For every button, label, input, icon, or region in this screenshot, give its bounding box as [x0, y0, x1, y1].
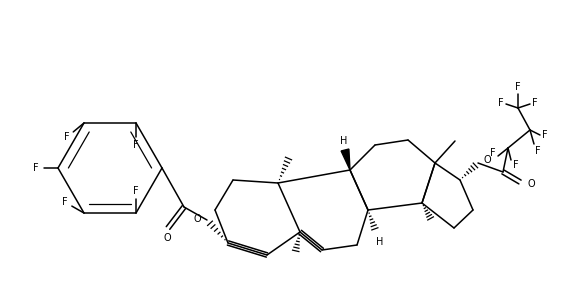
Polygon shape	[341, 149, 350, 170]
Text: O: O	[528, 179, 536, 189]
Text: F: F	[490, 148, 496, 158]
Text: F: F	[33, 163, 39, 173]
Text: O: O	[163, 233, 171, 243]
Text: F: F	[535, 146, 541, 156]
Text: H: H	[340, 136, 348, 146]
Text: F: F	[133, 140, 139, 150]
Text: O: O	[483, 155, 491, 165]
Text: O: O	[194, 214, 201, 224]
Text: H: H	[376, 237, 384, 247]
Text: F: F	[513, 160, 518, 170]
Text: F: F	[133, 186, 139, 196]
Text: F: F	[62, 197, 68, 207]
Text: F: F	[542, 130, 548, 140]
Text: F: F	[498, 98, 504, 108]
Text: F: F	[532, 98, 537, 108]
Text: F: F	[65, 132, 70, 142]
Text: F: F	[515, 82, 521, 92]
